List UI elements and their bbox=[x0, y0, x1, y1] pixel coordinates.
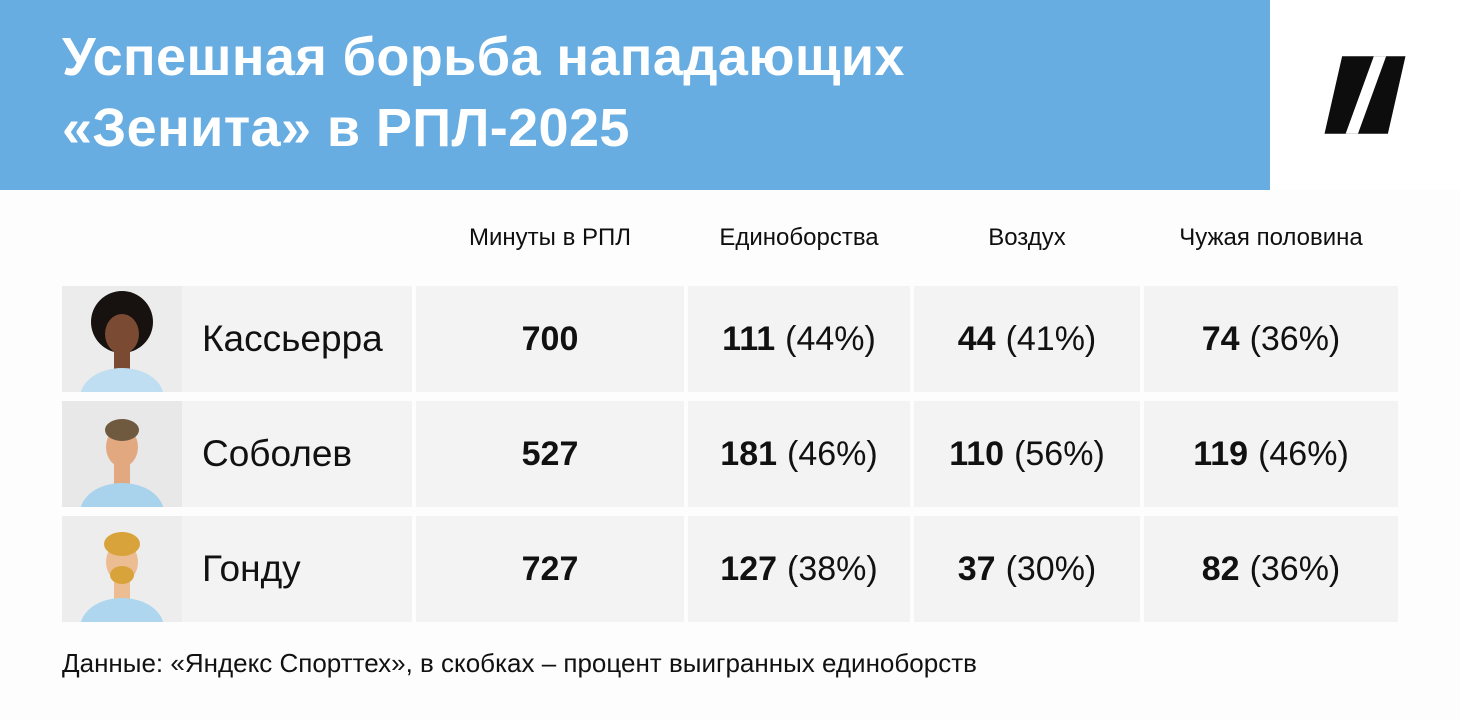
table-row: Соболев 527 181 (46%) 110 (56%) 119 (46%… bbox=[62, 401, 1398, 507]
stat-pct: (30%) bbox=[1005, 549, 1097, 588]
player-avatar bbox=[62, 401, 182, 507]
stat-value: 44 bbox=[957, 319, 996, 358]
header-banner: Успешная борьба нападающих «Зенита» в РП… bbox=[0, 0, 1460, 190]
avatar-jersey bbox=[80, 598, 164, 622]
stat-pct: (36%) bbox=[1249, 549, 1341, 588]
stat-value: 727 bbox=[521, 549, 579, 588]
opponent-half-cell: 74 (36%) bbox=[1144, 286, 1398, 392]
title-line-2: «Зенита» в РПЛ-2025 bbox=[62, 98, 630, 159]
stat-pct: (41%) bbox=[1005, 319, 1097, 358]
stat-value: 527 bbox=[521, 434, 579, 473]
avatar-beard bbox=[110, 566, 134, 584]
stat-pct: (38%) bbox=[787, 549, 878, 588]
avatar-face bbox=[105, 314, 139, 354]
avatar-hair bbox=[104, 532, 140, 556]
minutes-cell: 700 bbox=[416, 286, 684, 392]
stat-value: 181 bbox=[720, 434, 778, 473]
stat-pct: (36%) bbox=[1249, 319, 1341, 358]
player-avatar bbox=[62, 286, 182, 392]
stat-value: 127 bbox=[720, 549, 778, 588]
stat-pct: (46%) bbox=[787, 434, 878, 473]
player-cell: Соболев bbox=[62, 401, 412, 507]
title-line-1: Успешная борьба нападающих bbox=[62, 27, 905, 87]
player-cell: Гонду bbox=[62, 516, 412, 622]
stat-pct: (56%) bbox=[1014, 434, 1105, 473]
player-cell: Кассьерра bbox=[62, 286, 412, 392]
player-name: Кассьерра bbox=[202, 318, 383, 359]
opponent-half-cell: 82 (36%) bbox=[1144, 516, 1398, 622]
stat-value: 110 bbox=[949, 434, 1005, 473]
player-avatar bbox=[62, 516, 182, 622]
column-header-minutes: Минуты в РПЛ bbox=[469, 224, 631, 251]
air-cell: 37 (30%) bbox=[914, 516, 1140, 622]
minutes-cell: 527 bbox=[416, 401, 684, 507]
avatar-jersey bbox=[80, 368, 164, 392]
stat-value: 111 bbox=[722, 319, 776, 358]
infographic: Успешная борьба нападающих «Зенита» в РП… bbox=[0, 0, 1460, 679]
column-header-duels: Единоборства bbox=[719, 224, 879, 251]
duels-cell: 181 (46%) bbox=[688, 401, 910, 507]
player-name: Соболев bbox=[202, 433, 353, 474]
table-header-row: Минуты в РПЛ Единоборства Воздух Чужая п… bbox=[62, 190, 1398, 286]
page-title: Успешная борьба нападающих «Зенита» в РП… bbox=[62, 22, 1270, 165]
table-row: Гонду 727 127 (38%) 37 (30%) 82 (36%) bbox=[62, 516, 1398, 622]
column-header-air: Воздух bbox=[988, 224, 1066, 251]
stat-value: 37 bbox=[957, 549, 996, 588]
opponent-half-cell: 119 (46%) bbox=[1144, 401, 1398, 507]
banner-background: Успешная борьба нападающих «Зенита» в РП… bbox=[0, 0, 1270, 190]
column-header-opponent-half: Чужая половина bbox=[1179, 224, 1363, 251]
stats-table: Минуты в РПЛ Единоборства Воздух Чужая п… bbox=[0, 190, 1460, 679]
stat-pct: (46%) bbox=[1258, 434, 1349, 473]
logo-box bbox=[1270, 0, 1460, 190]
air-cell: 110 (56%) bbox=[914, 401, 1140, 507]
source-note: Данные: «Яндекс Спорттех», в скобках – п… bbox=[62, 648, 977, 678]
avatar-hair bbox=[105, 419, 139, 441]
stat-pct: (44%) bbox=[785, 319, 876, 358]
minutes-cell: 727 bbox=[416, 516, 684, 622]
duels-cell: 127 (38%) bbox=[688, 516, 910, 622]
stat-value: 700 bbox=[521, 319, 579, 358]
brand-logo-icon bbox=[1324, 56, 1406, 134]
avatar-jersey bbox=[80, 483, 164, 507]
stat-value: 119 bbox=[1193, 434, 1249, 473]
table-row: Кассьерра 700 111 (44%) 44 (41%) 74 (36%… bbox=[62, 286, 1398, 392]
player-name: Гонду bbox=[202, 548, 301, 589]
air-cell: 44 (41%) bbox=[914, 286, 1140, 392]
stat-value: 82 bbox=[1201, 549, 1240, 588]
duels-cell: 111 (44%) bbox=[688, 286, 910, 392]
stat-value: 74 bbox=[1201, 319, 1240, 358]
